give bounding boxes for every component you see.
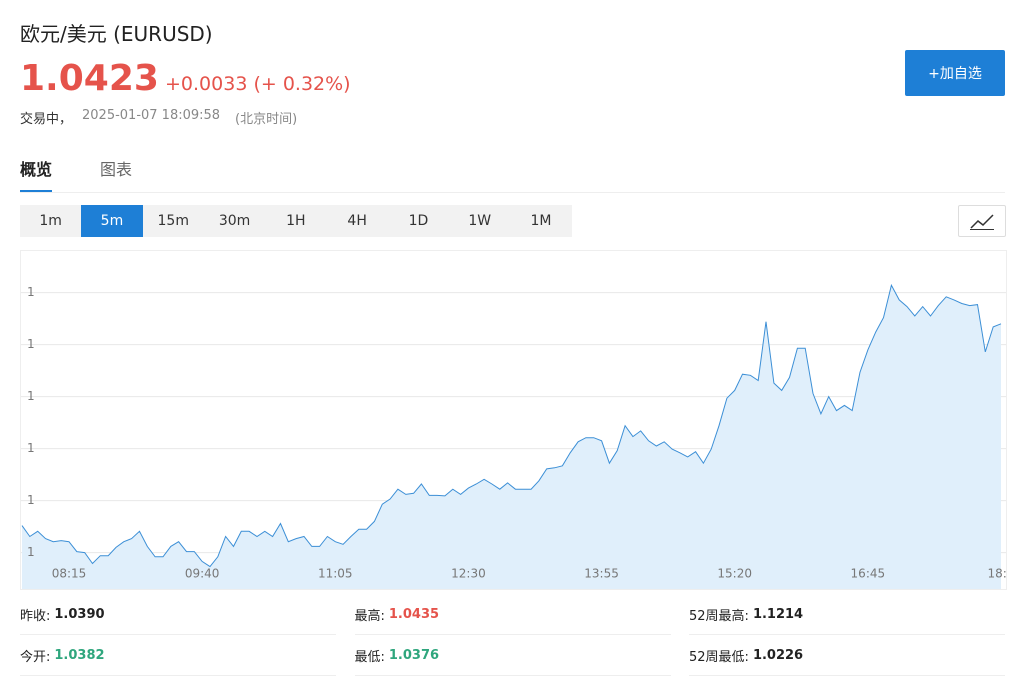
add-watchlist-button[interactable]: +加自选 bbox=[905, 50, 1005, 96]
stat-cell: 52周最高: 1.1214 bbox=[689, 594, 1005, 635]
change: +0.0033 (+ 0.32%) bbox=[165, 73, 351, 95]
chart-type-icon bbox=[970, 214, 994, 230]
stat-value: 1.0390 bbox=[54, 606, 105, 622]
tab[interactable]: 图表 bbox=[100, 160, 133, 179]
x-tick-label: 13:55 bbox=[584, 567, 619, 581]
x-tick-label: 11:05 bbox=[318, 567, 353, 581]
change-percent: (+ 0.32%) bbox=[253, 73, 351, 95]
stat-value: 1.0382 bbox=[54, 647, 105, 663]
stat-cell: 昨收: 1.0390 bbox=[20, 594, 336, 635]
interval-button[interactable]: 1H bbox=[286, 213, 306, 229]
status: 交易中， bbox=[20, 112, 73, 127]
x-tick-label: 12:30 bbox=[451, 567, 486, 581]
price: 1.0423 bbox=[20, 58, 159, 99]
x-tick-label: 16:45 bbox=[851, 567, 886, 581]
interval-bar: 1m 5m 15m 30m 1H 4H 1D 1W 1M bbox=[20, 205, 572, 237]
line bbox=[21, 283, 1002, 568]
y-tick-label: 1 bbox=[27, 441, 35, 455]
interval-button[interactable]: 1m bbox=[39, 213, 62, 229]
stat-label: 今开: bbox=[20, 649, 51, 665]
x-tick-label: 08:15 bbox=[52, 567, 87, 581]
stat-label: 52周最低: bbox=[689, 649, 749, 665]
stat-cell: 最低: 1.0376 bbox=[354, 635, 671, 676]
interval-button[interactable]: 1D bbox=[408, 213, 429, 229]
title: 欧元/美元 (EURUSD) bbox=[20, 22, 213, 46]
area bbox=[22, 285, 1001, 589]
y-tick-label: 1 bbox=[27, 337, 35, 351]
interval-button[interactable]: 15m bbox=[157, 213, 189, 229]
interval-button[interactable]: 4H bbox=[347, 213, 367, 229]
chart: 1 1 1 1 1 1 08:15 09:40 11:05 12:30 13:55 15:20 16:4… bbox=[20, 250, 1007, 590]
interval-button[interactable]: 1W bbox=[468, 213, 492, 229]
stat-cell: 今开: 1.0382 bbox=[20, 635, 336, 676]
stat-label: 最高: bbox=[354, 608, 385, 624]
time: 2025-01-07 18:09:58 bbox=[82, 108, 221, 123]
tab[interactable]: 概览 bbox=[20, 156, 53, 193]
x-tick-label: 18:1 bbox=[988, 567, 1007, 581]
interval-button[interactable]: 5m bbox=[81, 205, 143, 237]
stat-value: 1.0226 bbox=[752, 647, 804, 663]
y-tick-label: 1 bbox=[27, 545, 35, 559]
stat-label: 昨收: bbox=[20, 608, 51, 624]
stat-value: 1.0435 bbox=[388, 606, 440, 622]
stat-label: 52周最高: bbox=[689, 608, 749, 624]
stat-cell: 最高: 1.0435 bbox=[354, 594, 671, 635]
timezone: (北京时间) bbox=[235, 112, 298, 127]
y-tick-label: 1 bbox=[27, 285, 35, 299]
separator bbox=[20, 192, 1005, 193]
y-tick-label: 1 bbox=[27, 493, 35, 507]
interval-button[interactable]: 30m bbox=[218, 213, 251, 229]
interval-button[interactable]: 1M bbox=[530, 213, 552, 229]
change-value: +0.0033 bbox=[165, 73, 248, 95]
stat-cell: 52周最低: 1.0226 bbox=[689, 635, 1005, 676]
stat-value: 1.1214 bbox=[752, 606, 804, 622]
x-tick-label: 09:40 bbox=[185, 567, 220, 581]
y-tick-label: 1 bbox=[27, 389, 35, 403]
stat-value: 1.0376 bbox=[388, 647, 440, 663]
stat-label: 最低: bbox=[354, 649, 385, 665]
chart-type-button[interactable] bbox=[958, 205, 1006, 237]
x-tick-label: 15:20 bbox=[717, 567, 752, 581]
